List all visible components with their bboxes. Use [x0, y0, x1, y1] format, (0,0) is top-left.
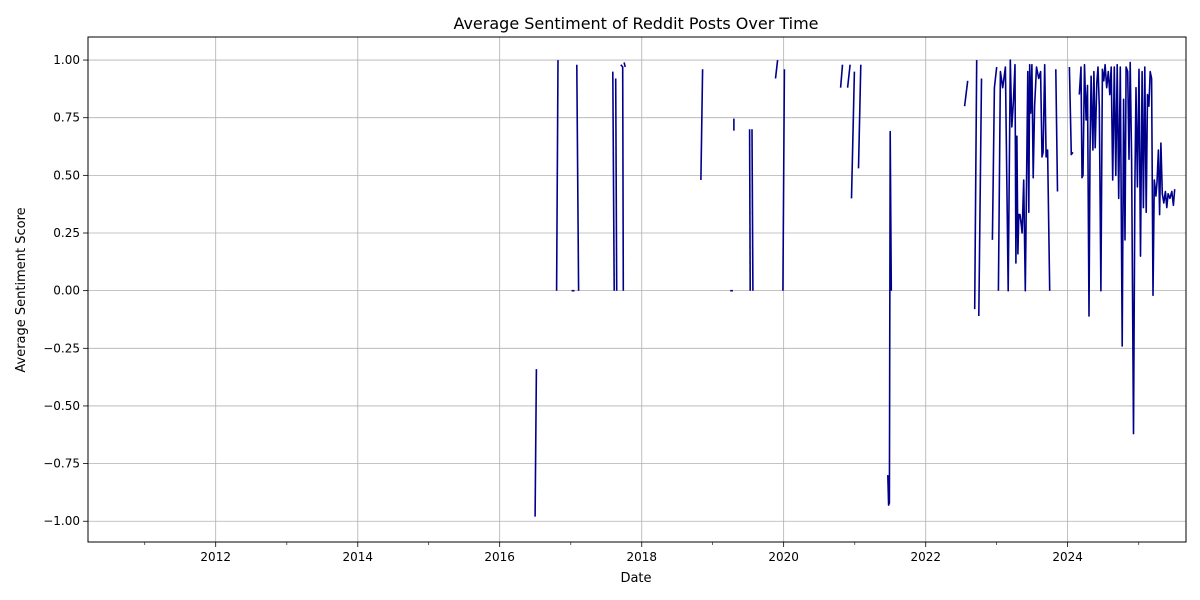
series-line [751, 129, 754, 291]
series-line [846, 64, 851, 88]
series-line [576, 64, 580, 291]
x-tick-label: 2024 [1052, 550, 1083, 564]
x-tick-label: 2018 [626, 550, 657, 564]
series-line [850, 71, 856, 199]
y-tick-label: −0.25 [43, 341, 80, 355]
y-tick-label: 0.00 [53, 284, 80, 298]
series-line [748, 129, 752, 291]
series-line [623, 62, 626, 68]
series-line [839, 64, 844, 88]
series-line [978, 78, 983, 317]
series-line [991, 66, 998, 240]
series-line [1068, 66, 1074, 156]
series-line [997, 59, 1051, 292]
series-line [774, 60, 779, 79]
series-line [614, 78, 618, 291]
plot-frame [87, 36, 1187, 543]
y-axis-label: Average Sentiment Score [14, 207, 29, 372]
y-tick-label: 0.25 [53, 226, 80, 240]
y-tick-label: −1.00 [43, 514, 80, 528]
series-line [963, 80, 969, 107]
series-line [1055, 69, 1059, 192]
series-line [887, 130, 893, 506]
x-axis: 2012 2014 2016 2018 2020 2022 2024 [144, 542, 1140, 564]
y-tick-label: 1.00 [53, 53, 80, 67]
gridlines [88, 37, 1186, 542]
y-tick-label: −0.75 [43, 457, 80, 471]
series-line [555, 60, 559, 291]
data-series [534, 59, 1176, 517]
y-axis: 1.00 0.75 0.50 0.25 0.00 −0.25 −0.50 −0.75 −1.00 [43, 53, 88, 528]
y-tick-label: 0.75 [53, 111, 80, 125]
series-line [612, 71, 615, 291]
series-line [973, 60, 978, 310]
series-line [700, 69, 704, 181]
series-line [620, 64, 625, 291]
x-tick-label: 2016 [484, 550, 515, 564]
series-line [534, 369, 538, 517]
series-line [1078, 61, 1176, 435]
chart-title: Average Sentiment of Reddit Posts Over T… [453, 14, 818, 33]
x-axis-label: Date [620, 571, 651, 586]
x-tick-label: 2012 [200, 550, 231, 564]
y-tick-label: 0.50 [53, 168, 80, 182]
x-tick-label: 2022 [910, 550, 941, 564]
series-line [782, 69, 786, 291]
x-tick-label: 2020 [768, 550, 799, 564]
x-tick-label: 2014 [343, 550, 374, 564]
series-line [857, 64, 862, 169]
y-tick-label: −0.50 [43, 399, 80, 413]
